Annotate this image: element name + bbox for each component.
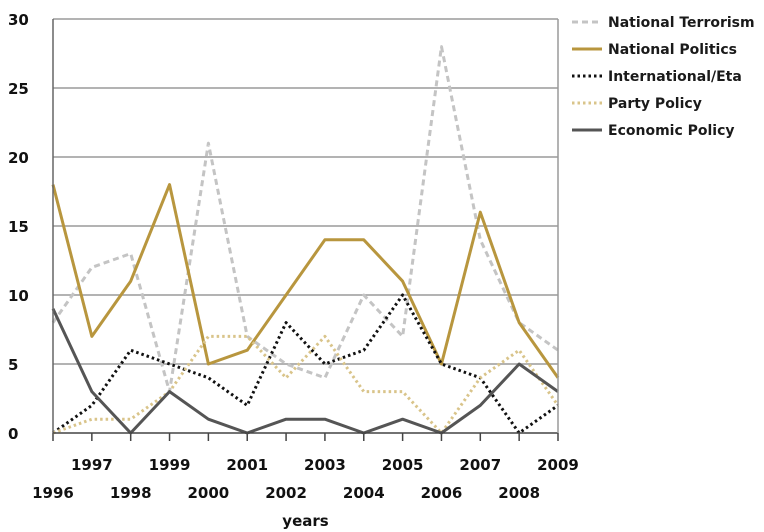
x-tick-label: 1999 [149, 456, 191, 474]
x-tick-label: 2005 [382, 456, 424, 474]
x-tick-label: 2007 [459, 456, 501, 474]
x-tick-label: 1998 [110, 484, 152, 502]
legend-label: National Terrorism [608, 15, 755, 31]
y-tick-label: 0 [8, 425, 18, 443]
legend: National Terrorism National Politics Inter… [572, 15, 755, 139]
series-line-international-eta [52, 293, 559, 435]
y-tick-label: 10 [8, 287, 29, 305]
legend-label: National Politics [608, 42, 737, 58]
x-tick-label: 2001 [226, 456, 268, 474]
y-tick-label: 5 [8, 356, 18, 374]
series-line-national-politics [51, 183, 560, 379]
legend-label: Party Policy [608, 96, 702, 112]
axes [52, 19, 559, 434]
grid-lines [53, 18, 558, 365]
x-tick-label: 2009 [537, 456, 579, 474]
x-tick-label: 2004 [343, 484, 385, 502]
legend-label: International/Eta [608, 69, 742, 85]
x-axis-ticks: 1996 1997 1998 1999 2000 2001 2002 2003 2004 2005… [32, 433, 579, 502]
y-axis-ticks: 0 5 10 15 20 25 30 [8, 11, 29, 443]
y-tick-label: 15 [8, 218, 29, 236]
series-line-economic-policy [51, 308, 559, 435]
x-tick-label: 2006 [421, 484, 463, 502]
x-tick-label: 2003 [304, 456, 346, 474]
series-line-party-policy [52, 334, 560, 435]
x-axis-title: years [282, 512, 328, 530]
legend-label: Economic Policy [608, 123, 735, 139]
x-tick-label: 2000 [188, 484, 230, 502]
x-tick-label: 1997 [71, 456, 113, 474]
x-tick-label: 1996 [32, 484, 74, 502]
y-tick-label: 30 [8, 11, 29, 29]
y-tick-label: 20 [8, 149, 29, 167]
x-tick-label: 2008 [498, 484, 540, 502]
y-tick-label: 25 [8, 80, 29, 98]
x-tick-label: 2002 [265, 484, 307, 502]
series-lines [51, 45, 560, 435]
series-line-national-terrorism [51, 45, 559, 394]
